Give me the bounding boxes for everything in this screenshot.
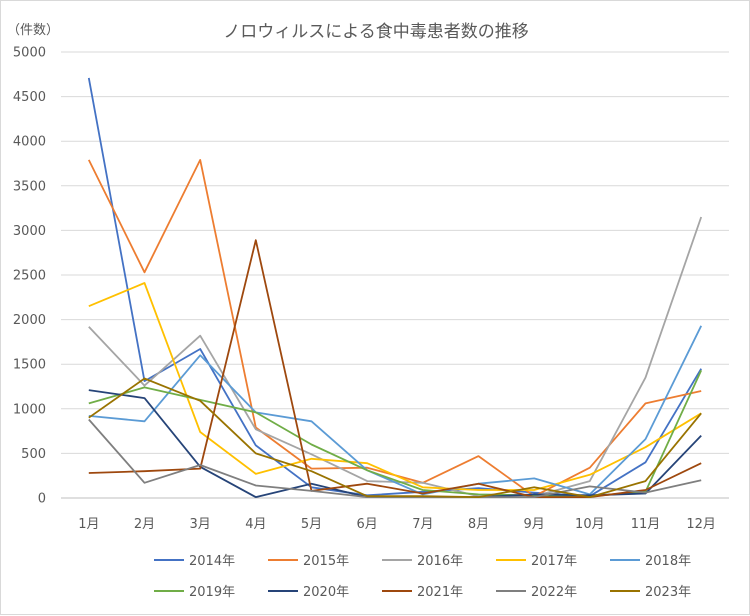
legend-label: 2014年 bbox=[189, 554, 235, 569]
gridlines bbox=[61, 51, 729, 499]
legend-item: 2015年 bbox=[268, 554, 349, 569]
x-tick-label: 10月 bbox=[575, 517, 605, 532]
series-line bbox=[88, 377, 702, 499]
legend-label: 2022年 bbox=[531, 585, 577, 600]
series-line bbox=[88, 325, 703, 496]
y-tick-label: 3000 bbox=[13, 224, 46, 239]
legend-label: 2017年 bbox=[531, 554, 577, 569]
series-line bbox=[87, 77, 702, 498]
x-tick-label: 3月 bbox=[190, 517, 211, 532]
x-tick-label: 9月 bbox=[524, 517, 545, 532]
x-tick-label: 11月 bbox=[631, 517, 661, 532]
legend-item: 2014年 bbox=[154, 554, 235, 569]
series-line bbox=[88, 370, 703, 498]
y-tick-label: 1000 bbox=[13, 402, 46, 417]
legend-item: 2020年 bbox=[268, 585, 349, 600]
x-tick-label: 2月 bbox=[134, 517, 155, 532]
x-tick-label: 8月 bbox=[468, 517, 489, 532]
series-line bbox=[88, 418, 702, 499]
chart-title: ノロウィルスによる食中毒患者数の推移 bbox=[223, 22, 529, 42]
legend-label: 2018年 bbox=[645, 554, 691, 569]
x-axis-ticks: 1月 2月 3月 4月 5月 6月 7月 8月 9月 10月 11月 12月 bbox=[78, 517, 716, 532]
legend-label: 2020年 bbox=[303, 585, 349, 600]
y-tick-label: 2500 bbox=[13, 269, 46, 284]
y-tick-label: 4000 bbox=[13, 135, 46, 150]
y-tick-label: 4500 bbox=[13, 90, 46, 105]
legend-label: 2021年 bbox=[417, 585, 463, 600]
legend-item: 2016年 bbox=[382, 554, 463, 569]
series-line bbox=[88, 216, 703, 498]
legend-item: 2019年 bbox=[154, 585, 235, 600]
legend-label: 2015年 bbox=[303, 554, 349, 569]
y-tick-label: 5000 bbox=[13, 46, 46, 61]
legend-item: 2023年 bbox=[610, 585, 691, 600]
legend-item: 2021年 bbox=[382, 585, 463, 600]
series-line bbox=[88, 239, 702, 499]
legend: 2014年 2015年 2016年 2017年 2018年 2019年 2020年 2021年… bbox=[154, 554, 691, 600]
y-axis-label: （件数） bbox=[7, 23, 59, 38]
legend-item: 2017年 bbox=[496, 554, 577, 569]
series-line bbox=[88, 282, 702, 491]
legend-label: 2019年 bbox=[189, 585, 235, 600]
y-tick-label: 1500 bbox=[13, 358, 46, 373]
x-tick-label: 4月 bbox=[245, 517, 266, 532]
y-tick-label: 2000 bbox=[13, 313, 46, 328]
y-tick-label: 500 bbox=[21, 447, 46, 462]
x-tick-label: 1月 bbox=[78, 517, 99, 532]
legend-item: 2022年 bbox=[496, 585, 577, 600]
x-tick-label: 6月 bbox=[357, 517, 378, 532]
legend-label: 2016年 bbox=[417, 554, 463, 569]
series-lines bbox=[87, 77, 703, 499]
y-axis-ticks: 0 500 1000 1500 2000 2500 3000 3500 4000 4500 5000 bbox=[13, 46, 46, 507]
legend-label: 2023年 bbox=[645, 585, 691, 600]
x-tick-label: 12月 bbox=[686, 517, 716, 532]
y-tick-label: 0 bbox=[38, 492, 46, 507]
x-tick-label: 5月 bbox=[301, 517, 322, 532]
y-tick-label: 3500 bbox=[13, 179, 46, 194]
legend-item: 2018年 bbox=[610, 554, 691, 569]
x-tick-label: 7月 bbox=[412, 517, 433, 532]
